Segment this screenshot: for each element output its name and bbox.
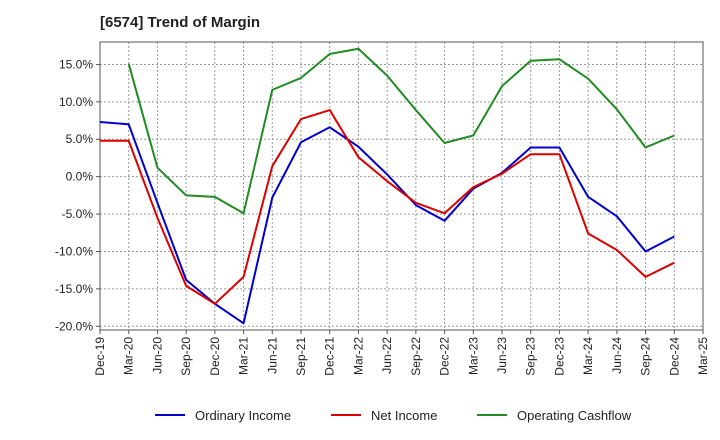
x-tick-label: Jun-21: [265, 337, 279, 374]
y-tick-label: 15.0%: [59, 57, 93, 71]
x-tick-label: Sep-24: [639, 337, 653, 376]
x-tick-label: Dec-22: [438, 337, 452, 376]
x-tick-label: Sep-20: [179, 337, 193, 376]
x-tick-label: Dec-24: [667, 337, 681, 376]
plot-area-frame: [99, 41, 704, 331]
x-tick-label: Jun-24: [610, 337, 624, 374]
y-tick-label: 10.0%: [59, 95, 93, 109]
x-tick-label: Dec-20: [208, 337, 222, 376]
net-income-line: [100, 109, 675, 305]
x-tick-label: Sep-23: [524, 337, 538, 376]
x-tick-label: Mar-24: [581, 337, 595, 375]
x-tick-label: Sep-22: [409, 337, 423, 376]
operating-cashflow-legend-label: Operating Cashflow: [517, 408, 632, 423]
x-tick-label: Dec-23: [552, 337, 566, 376]
x-axis: Dec-19 Mar-20 Jun-20 Sep-20 Dec-20 Mar-21 Jun-…: [93, 330, 710, 376]
legend: Ordinary Income Net Income Operating Cashf…: [155, 408, 632, 423]
grid-lines: [99, 42, 704, 330]
x-tick-label: Jun-23: [495, 337, 509, 374]
x-tick-label: Mar-23: [466, 337, 480, 375]
y-tick-label: -10.0%: [55, 244, 93, 258]
ordinary-income-legend-label: Ordinary Income: [195, 408, 291, 423]
x-tick-label: Dec-19: [93, 337, 107, 376]
x-tick-label: Mar-22: [351, 337, 365, 375]
x-tick-label: Mar-21: [237, 337, 251, 375]
net-income-legend-label: Net Income: [371, 408, 437, 423]
chart-title: [6574] Trend of Margin: [100, 14, 261, 31]
series-lines: [99, 47, 675, 325]
y-tick-label: -15.0%: [55, 282, 93, 296]
y-axis: 15.0% 10.0% 5.0% 0.0% -5.0% -10.0% -15.0% -20.0…: [55, 57, 100, 333]
y-tick-label: 0.0%: [66, 170, 94, 184]
ordinary-income-line: [99, 121, 675, 325]
x-tick-label: Sep-21: [294, 337, 308, 376]
x-tick-label: Jun-20: [150, 337, 164, 374]
x-tick-label: Mar-25: [696, 337, 710, 375]
x-tick-label: Mar-20: [122, 337, 136, 375]
y-tick-label: 5.0%: [66, 132, 94, 146]
x-tick-label: Dec-21: [323, 337, 337, 376]
y-tick-label: -5.0%: [62, 207, 94, 221]
y-tick-label: -20.0%: [55, 319, 93, 333]
x-tick-label: Jun-22: [380, 337, 394, 374]
operating-cashflow-line: [127, 47, 675, 215]
